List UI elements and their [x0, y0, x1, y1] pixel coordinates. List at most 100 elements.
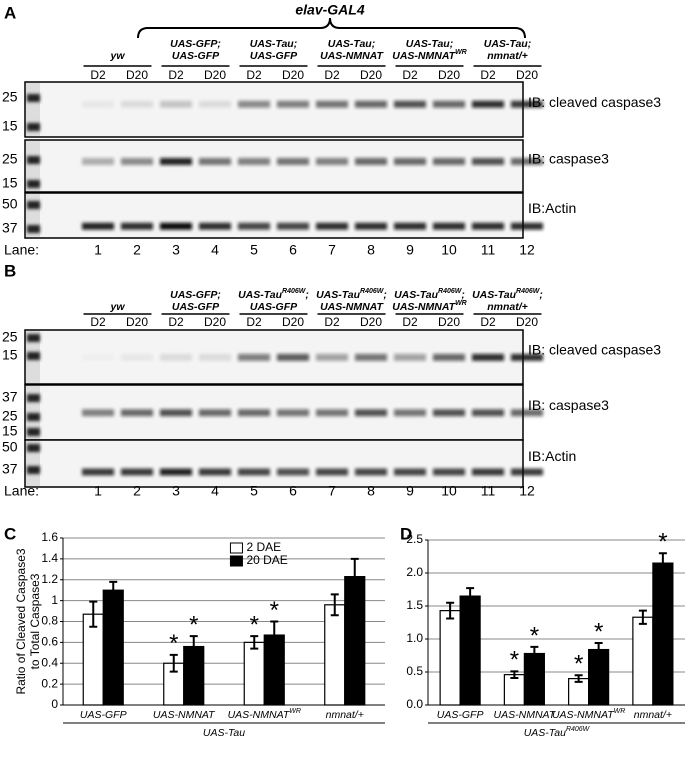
day-label: D2 — [246, 315, 262, 329]
blot-label: IB: caspase3 — [528, 151, 609, 167]
significance-mark: * — [594, 618, 603, 645]
text-segment: R406W — [282, 288, 307, 295]
text-segment: UAS-Tau — [238, 289, 283, 301]
significance-mark: * — [169, 630, 178, 657]
bar — [459, 595, 481, 706]
error-bar — [574, 674, 583, 683]
text-segment: UAS-GFP — [250, 301, 298, 313]
text-segment: nmnat/+ — [326, 709, 364, 721]
y-tick-label: 0.0 — [406, 697, 423, 711]
lane-number: 2 — [133, 242, 141, 258]
band — [316, 409, 348, 417]
x-tick-label: nmnat/+ — [326, 709, 364, 721]
lane-number: 5 — [250, 483, 258, 499]
bar — [439, 610, 461, 706]
lane-number: 7 — [328, 242, 336, 258]
blot-label: IB: cleaved caspase3 — [528, 342, 661, 358]
band — [277, 409, 309, 417]
band — [82, 468, 114, 476]
x-tick-label: UAS-GFP — [437, 709, 484, 721]
y-tick-label: 0.5 — [406, 664, 423, 678]
text-segment: UAS-Tau — [316, 289, 361, 301]
ladder-band — [27, 444, 40, 452]
text-segment: ; — [539, 289, 543, 301]
error-bar — [446, 601, 455, 620]
genotype-label: UAS-GFP — [250, 50, 298, 62]
significance-mark: * — [510, 647, 519, 674]
bar — [82, 613, 104, 706]
size-marker: 15 — [2, 118, 18, 134]
day-label: D2 — [168, 315, 184, 329]
day-label: D20 — [516, 68, 538, 82]
error-bar — [350, 557, 359, 596]
blot-label: IB:Actin — [528, 448, 576, 464]
y-tick-label: 1 — [51, 593, 58, 607]
blot — [24, 439, 524, 488]
lane-number: 3 — [172, 483, 180, 499]
genotype-label: UAS-Tau; — [328, 38, 375, 50]
band — [160, 222, 192, 230]
ladder — [26, 141, 40, 191]
size-marker: 37 — [2, 389, 18, 405]
text-segment: UAS-NMNAT — [320, 50, 384, 62]
day-label: D20 — [438, 68, 460, 82]
day-label: D2 — [246, 68, 262, 82]
legend-label: 2 DAE — [246, 540, 281, 554]
band — [316, 100, 348, 108]
band — [316, 468, 348, 476]
band — [355, 158, 387, 165]
ladder-band — [27, 180, 40, 188]
band — [121, 222, 153, 230]
text-segment: UAS-GFP — [437, 709, 484, 721]
genotype-label: UAS-NMNATWR — [392, 49, 466, 61]
text-segment: UAS-GFP — [250, 50, 298, 62]
error-bar — [530, 645, 539, 662]
error-bar — [658, 552, 667, 574]
band — [511, 100, 543, 108]
text-segment: R406W — [516, 288, 541, 295]
y-tick-label: 0.2 — [41, 676, 58, 690]
band — [433, 353, 465, 361]
day-label: D2 — [480, 68, 496, 82]
size-marker: 25 — [2, 329, 18, 345]
band — [355, 222, 387, 230]
size-marker: 15 — [2, 347, 18, 363]
band — [160, 353, 192, 361]
significance-mark: * — [189, 611, 198, 638]
band — [472, 468, 504, 476]
error-bar — [638, 609, 647, 625]
genotype-label: UAS-TauR406W; — [238, 288, 309, 300]
lane-number: 6 — [289, 242, 297, 258]
lane-number: 4 — [211, 483, 219, 499]
text-segment: UAS-GFP — [172, 301, 220, 313]
day-label: D20 — [126, 315, 148, 329]
band — [355, 353, 387, 361]
genotype-label: UAS-Tau; — [406, 38, 453, 50]
band — [238, 409, 270, 417]
band — [121, 409, 153, 417]
error-bar — [89, 600, 98, 628]
y-tick-label: 2.0 — [406, 565, 423, 579]
brace — [137, 17, 526, 39]
y-tick-label: 1.4 — [41, 551, 58, 565]
day-label: D20 — [126, 68, 148, 82]
blot — [24, 81, 524, 138]
day-label: D2 — [168, 68, 184, 82]
y-tick-label: 1.6 — [41, 530, 58, 544]
band — [394, 222, 426, 230]
genotype-label: UAS-TauR406W; — [316, 288, 387, 300]
error-bar — [270, 620, 279, 650]
x-tick-label: nmnat/+ — [634, 709, 672, 721]
lane-number: 2 — [133, 483, 141, 499]
day-label: D20 — [438, 315, 460, 329]
bar — [503, 674, 525, 706]
text-segment: UAS-Tau; — [484, 38, 531, 50]
legend-swatch — [229, 542, 243, 554]
lane-number: 7 — [328, 483, 336, 499]
significance-mark: * — [658, 529, 667, 556]
lane-number: 6 — [289, 483, 297, 499]
band — [394, 353, 426, 361]
text-segment: UAS-GFP — [80, 709, 127, 721]
band — [394, 409, 426, 417]
